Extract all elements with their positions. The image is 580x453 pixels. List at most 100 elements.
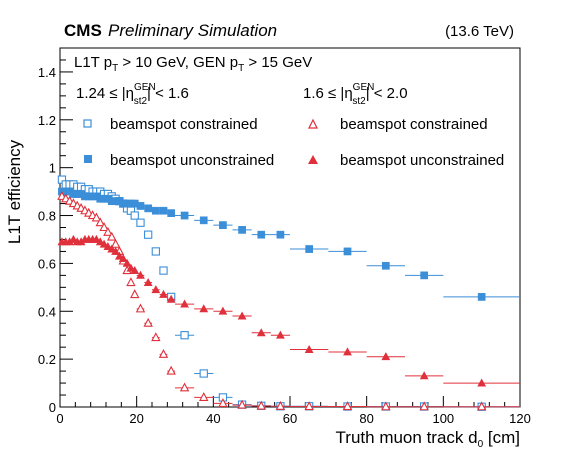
data-point: [238, 226, 246, 234]
legend-entry-region1-unconstrained: beamspot unconstrained: [84, 152, 274, 169]
data-point: [143, 277, 153, 286]
data-point: [103, 226, 113, 236]
y-tick-label: 0.4: [38, 304, 56, 319]
x-axis-title: Truth muon track d0 [cm]: [336, 428, 520, 450]
data-point: [95, 217, 105, 227]
data-point: [151, 247, 160, 256]
data-point: [237, 399, 247, 409]
data-point: [381, 261, 390, 270]
x-tick-label: 120: [509, 411, 531, 426]
legend-label: beamspot constrained: [340, 116, 488, 133]
x-tick-label: 100: [432, 411, 454, 426]
data-point: [180, 299, 189, 308]
data-point: [305, 245, 314, 253]
data-point: [218, 398, 228, 407]
data-point: [143, 317, 153, 327]
data-point: [275, 400, 286, 410]
y-tick-label: 0: [49, 400, 56, 415]
filled-triangle-marker: [308, 155, 318, 164]
y-tick-label: 0.2: [38, 352, 56, 367]
data-point: [76, 237, 86, 246]
data-series: [57, 175, 520, 411]
data-point: [130, 289, 140, 299]
data-point: [136, 270, 145, 279]
data-point: [276, 230, 285, 239]
data-point: [126, 277, 136, 287]
data-point: [135, 303, 146, 313]
data-point: [218, 306, 228, 315]
eta-region-2-label: 1.6 ≤ |ηGEN st2| < 2.0: [303, 82, 408, 107]
data-point: [99, 222, 109, 232]
series-open-square: [57, 175, 520, 411]
data-point: [107, 231, 117, 241]
x-tick-label: 0: [56, 411, 63, 426]
legend-label: beamspot unconstrained: [340, 152, 504, 169]
data-point: [91, 212, 102, 222]
data-point: [343, 347, 352, 356]
x-axis: 0 20 40 60 80 100 120: [56, 396, 531, 426]
data-point: [151, 206, 160, 215]
y-tick-label: 1: [49, 161, 56, 176]
legend-label: beamspot unconstrained: [110, 152, 274, 169]
data-point: [237, 311, 247, 320]
data-point: [144, 204, 153, 213]
data-point: [159, 206, 168, 215]
legend-label: beamspot constrained: [110, 116, 258, 133]
x-tick-label: 40: [206, 411, 220, 426]
data-point: [343, 247, 352, 256]
cms-label: CMS: [64, 21, 102, 40]
data-point: [179, 382, 190, 392]
data-point: [477, 378, 487, 387]
data-point: [159, 289, 168, 298]
data-point: [199, 369, 208, 378]
data-point: [256, 400, 266, 410]
data-point: [144, 230, 153, 239]
y-axis: 0 0.2 0.4 0.6 0.8 1 1.2 1.4: [38, 59, 73, 415]
data-point: [122, 258, 132, 267]
open-square-marker: [83, 119, 92, 128]
legend-entry-region2-constrained: beamspot constrained: [308, 116, 488, 133]
legend: beamspot constrained beamspot constraine…: [83, 116, 504, 169]
data-point: [151, 332, 161, 342]
data-point: [111, 246, 120, 255]
status-label: Preliminary Simulation: [108, 21, 277, 40]
selection-cuts-text: L1T pT > 10 GeV, GEN pT > 15 GeV: [74, 54, 312, 74]
data-point: [199, 304, 209, 313]
data-point: [151, 285, 161, 294]
data-point: [420, 271, 429, 280]
y-axis-title: L1T efficiency: [5, 139, 24, 244]
filled-square-marker: [84, 155, 92, 163]
data-point: [136, 202, 145, 210]
x-tick-label: 20: [129, 411, 143, 426]
data-point: [167, 209, 176, 217]
data-point: [199, 392, 209, 401]
data-point: [159, 266, 168, 275]
data-point: [342, 401, 353, 411]
y-tick-label: 1.4: [38, 65, 56, 80]
y-tick-label: 1.2: [38, 113, 56, 128]
data-point: [257, 230, 266, 239]
series-filled-triangle: [57, 234, 520, 387]
x-tick-label: 80: [359, 411, 373, 426]
data-point: [256, 328, 266, 337]
series-filled-square: [58, 187, 520, 301]
eta-region-1-label: 1.24 ≤ |ηGEN st2| < 1.6: [76, 82, 189, 107]
data-point: [276, 330, 285, 339]
y-tick-label: 0.6: [38, 256, 56, 271]
data-point: [166, 365, 176, 375]
data-point: [65, 237, 74, 246]
data-point: [118, 254, 128, 263]
data-point: [158, 348, 169, 358]
legend-entry-region2-unconstrained: beamspot unconstrained: [308, 152, 504, 169]
open-triangle-marker: [308, 118, 318, 129]
legend-entry-region1-constrained: beamspot constrained: [83, 116, 258, 133]
data-point: [130, 211, 139, 220]
x-tick-label: 60: [283, 411, 297, 426]
data-point: [419, 371, 429, 380]
data-point: [166, 294, 176, 303]
data-point: [304, 344, 314, 353]
data-point: [180, 331, 189, 340]
data-point: [110, 238, 121, 248]
data-point: [381, 401, 391, 411]
